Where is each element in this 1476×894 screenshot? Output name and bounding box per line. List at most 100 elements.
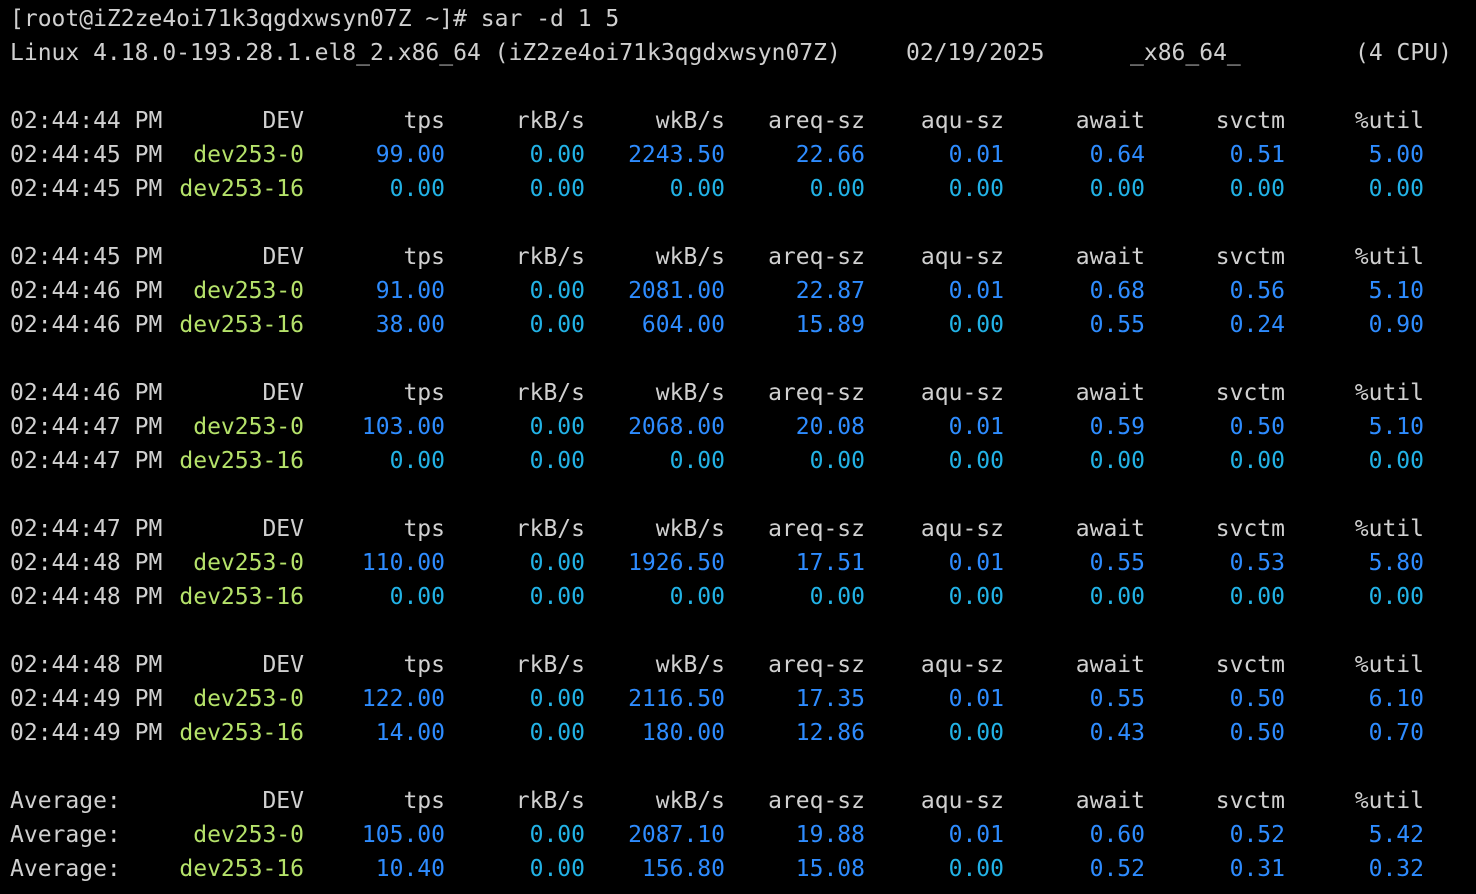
value-tps: 105.00 [361,822,445,848]
header-tps: tps [403,380,445,406]
value-areq: 15.08 [795,856,865,882]
value-await: 0.55 [1089,550,1145,576]
value-svctm: 0.31 [1229,856,1285,882]
table-row: 02:44:47 PM dev253-16 0.00 0.00 0.00 0.00 0.00… [0,444,1476,478]
row-time: Average: [10,856,121,882]
header-aqu: aqu-sz [920,516,1004,542]
row-time: 02:44:47 PM [10,414,163,440]
table-row: 02:44:49 PM dev253-16 14.00 0.00 180.00 12.86… [0,716,1476,750]
header-await: await [1075,108,1145,134]
header-time: 02:44:44 PM [10,108,163,134]
value-areq: 17.51 [795,550,865,576]
header-await: await [1075,244,1145,270]
header-rkb: rkB/s [515,516,585,542]
header-await: await [1075,380,1145,406]
header-tps: tps [403,652,445,678]
value-await: 0.64 [1089,142,1145,168]
value-await: 0.55 [1089,686,1145,712]
value-await: 0.59 [1089,414,1145,440]
system-info-arch: _x86_64_ [1130,40,1241,66]
column-header-row: Average: DEV tps rkB/s wkB/s areq-sz aqu-sz awa… [0,784,1476,818]
value-util: 0.32 [1368,856,1424,882]
value-aqu: 0.01 [948,822,1004,848]
value-areq: 22.87 [795,278,865,304]
device-name: dev253-0 [193,550,304,576]
header-util: %util [1354,380,1424,406]
header-svctm: svctm [1215,380,1285,406]
value-wkb: 2243.50 [628,142,725,168]
table-row: 02:44:46 PM dev253-16 38.00 0.00 604.00 15.89… [0,308,1476,342]
header-dev: DEV [262,244,304,270]
device-name: dev253-0 [193,686,304,712]
value-aqu: 0.01 [948,686,1004,712]
header-util: %util [1354,244,1424,270]
value-await: 0.00 [1089,176,1145,202]
header-tps: tps [403,788,445,814]
value-wkb: 180.00 [641,720,725,746]
value-aqu: 0.01 [948,414,1004,440]
value-rkb: 0.00 [529,584,585,610]
value-tps: 0.00 [389,448,445,474]
header-areq: areq-sz [768,244,865,270]
value-svctm: 0.52 [1229,822,1285,848]
value-aqu: 0.00 [948,720,1004,746]
row-time: 02:44:45 PM [10,142,163,168]
header-svctm: svctm [1215,516,1285,542]
value-tps: 110.00 [361,550,445,576]
value-util: 0.00 [1368,176,1424,202]
value-await: 0.00 [1089,584,1145,610]
table-row: 02:44:45 PM dev253-0 99.00 0.00 2243.50 22.66… [0,138,1476,172]
value-rkb: 0.00 [529,686,585,712]
value-util: 5.10 [1368,278,1424,304]
table-row: Average: dev253-0 105.00 0.00 2087.10 19.88 0.… [0,818,1476,852]
value-util: 0.90 [1368,312,1424,338]
header-svctm: svctm [1215,652,1285,678]
value-tps: 10.40 [375,856,445,882]
device-name: dev253-16 [179,448,304,474]
device-name: dev253-0 [193,414,304,440]
value-areq: 19.88 [795,822,865,848]
value-rkb: 0.00 [529,448,585,474]
device-name: dev253-16 [179,720,304,746]
value-svctm: 0.00 [1229,176,1285,202]
value-areq: 0.00 [809,584,865,610]
value-tps: 91.00 [375,278,445,304]
header-dev: DEV [262,788,304,814]
value-util: 6.10 [1368,686,1424,712]
header-aqu: aqu-sz [920,108,1004,134]
value-areq: 0.00 [809,448,865,474]
table-row: 02:44:46 PM dev253-0 91.00 0.00 2081.00 22.87… [0,274,1476,308]
value-rkb: 0.00 [529,312,585,338]
header-rkb: rkB/s [515,788,585,814]
device-name: dev253-16 [179,312,304,338]
header-time: 02:44:45 PM [10,244,163,270]
header-dev: DEV [262,108,304,134]
table-row: Average: dev253-16 10.40 0.00 156.80 15.08 0.0… [0,852,1476,886]
row-time: 02:44:48 PM [10,584,163,610]
value-wkb: 2081.00 [628,278,725,304]
value-svctm: 0.50 [1229,720,1285,746]
header-aqu: aqu-sz [920,244,1004,270]
header-wkb: wkB/s [655,108,725,134]
header-svctm: svctm [1215,108,1285,134]
value-wkb: 1926.50 [628,550,725,576]
value-await: 0.55 [1089,312,1145,338]
header-areq: areq-sz [768,516,865,542]
header-wkb: wkB/s [655,652,725,678]
value-aqu: 0.00 [948,856,1004,882]
value-aqu: 0.00 [948,448,1004,474]
value-aqu: 0.01 [948,142,1004,168]
column-header-row: 02:44:47 PM DEV tps rkB/s wkB/s areq-sz aqu-sz… [0,512,1476,546]
value-tps: 99.00 [375,142,445,168]
header-await: await [1075,516,1145,542]
value-util: 0.70 [1368,720,1424,746]
row-time: 02:44:49 PM [10,686,163,712]
value-rkb: 0.00 [529,720,585,746]
value-aqu: 0.00 [948,584,1004,610]
value-await: 0.00 [1089,448,1145,474]
header-time: 02:44:46 PM [10,380,163,406]
value-aqu: 0.01 [948,278,1004,304]
value-wkb: 0.00 [669,176,725,202]
value-rkb: 0.00 [529,278,585,304]
